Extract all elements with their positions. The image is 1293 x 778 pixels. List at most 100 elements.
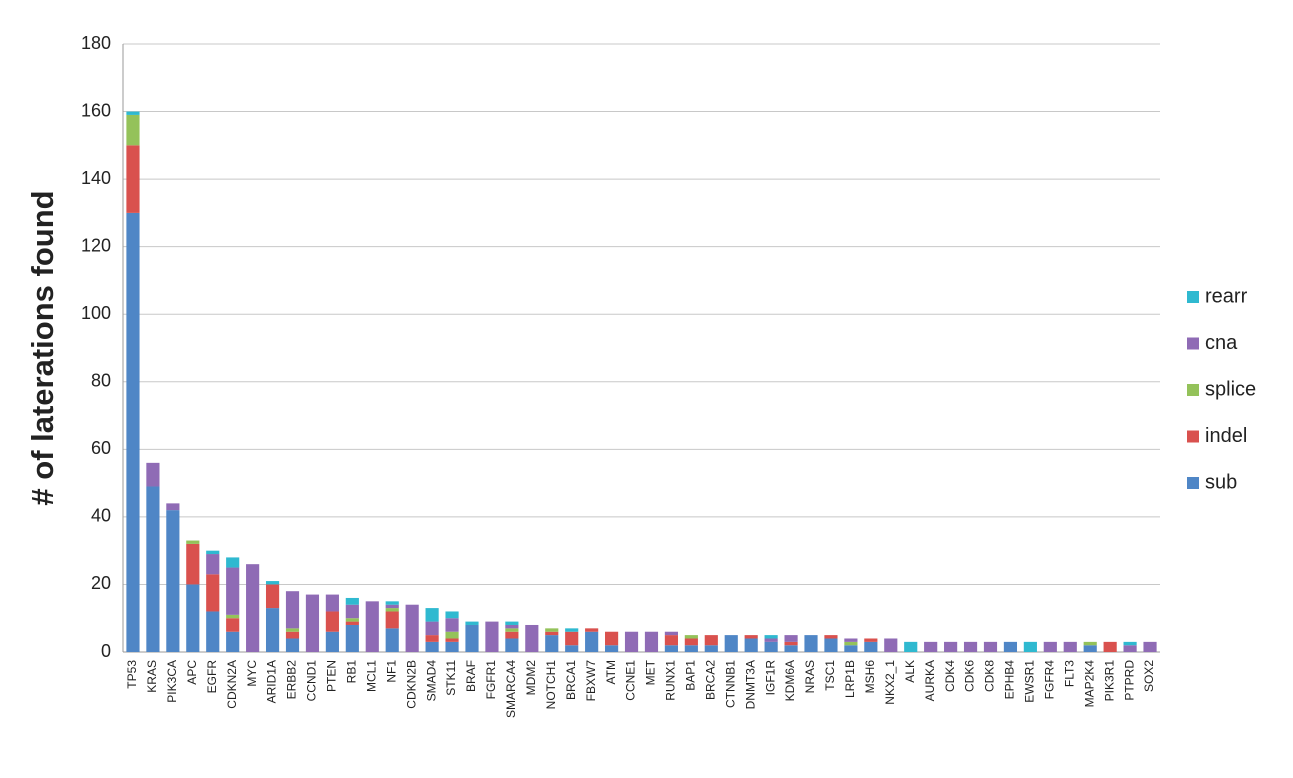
bar-segment [166, 503, 180, 511]
bar-segment [206, 554, 220, 575]
bar-segment [126, 145, 140, 213]
bar-segment [704, 645, 718, 652]
y-tick-label: 120 [81, 235, 111, 255]
x-tick-label: MYC [245, 660, 259, 687]
bar-segment [525, 624, 539, 652]
bar-segment [784, 645, 798, 652]
x-tick-label: NRAS [803, 660, 817, 693]
legend-swatch [1187, 337, 1199, 350]
bar-segment [963, 641, 978, 652]
y-axis-label: # of laterations found [25, 190, 60, 505]
bar-segment [345, 597, 359, 605]
bar-segment [385, 608, 399, 612]
x-tick-label: RB1 [345, 660, 359, 684]
bar-segment [365, 601, 379, 652]
x-tick-label: APC [185, 660, 199, 685]
bar-segment [285, 591, 300, 629]
bar-segment [585, 628, 599, 632]
bar-segment [265, 584, 280, 609]
bar-segment [126, 212, 140, 652]
y-tick-label: 40 [91, 506, 111, 526]
x-tick-label: PIK3R1 [1102, 660, 1116, 702]
bar-segment [664, 631, 678, 636]
bar-segment [285, 638, 300, 652]
legend-swatch [1187, 291, 1199, 303]
bar-segment [784, 635, 798, 642]
bar-segment [684, 635, 698, 639]
x-tick-label: BRAF [464, 660, 478, 692]
bar-segment [425, 635, 439, 642]
x-tick-label: MCL1 [364, 660, 378, 692]
x-tick-label: PTEN [325, 660, 339, 692]
bar-segment [186, 584, 200, 652]
bar-segment [565, 645, 579, 652]
x-tick-label: NOTCH1 [544, 660, 558, 710]
legend-label: sub [1205, 471, 1237, 493]
bar-segment [565, 631, 579, 646]
legend-swatch [1187, 477, 1199, 489]
legend-label: splice [1205, 378, 1256, 400]
x-tick-label: FGFR4 [1042, 660, 1056, 700]
x-tick-label: MSH6 [863, 660, 877, 694]
x-tick-label: FLT3 [1062, 660, 1076, 687]
bar-segment [345, 618, 359, 622]
bar-segment [186, 540, 200, 544]
y-tick-label: 60 [91, 438, 111, 458]
legend-swatch [1187, 384, 1199, 396]
bar-segment [624, 631, 639, 652]
y-tick-label: 160 [81, 100, 111, 120]
x-tick-label: NKX2_1 [883, 660, 897, 705]
y-tick-label: 140 [81, 168, 111, 188]
x-tick-label: KDM6A [783, 660, 797, 701]
bar-segment [166, 510, 180, 652]
bar-segment [1143, 641, 1157, 652]
bar-segment [764, 638, 778, 642]
bar-segment [226, 557, 240, 568]
bar-segment [545, 628, 559, 632]
bar-segment [505, 621, 519, 625]
x-tick-label: BAP1 [684, 660, 698, 691]
bar-segment [445, 618, 459, 632]
bar-segment [764, 635, 778, 639]
bar-segment [1103, 641, 1117, 652]
x-tick-label: SMARCA4 [504, 660, 518, 718]
bar-segment [325, 631, 339, 652]
bar-segment [445, 638, 459, 642]
bar-segment [425, 608, 439, 622]
bar-segment [1083, 645, 1097, 652]
bar-segment [345, 604, 359, 619]
x-tick-label: ARID1A [265, 660, 279, 703]
x-tick-label: CDK6 [963, 660, 977, 692]
bar-segment [724, 635, 738, 652]
x-tick-label: ATM [604, 660, 618, 684]
bar-segment [126, 111, 140, 115]
x-tick-label: LRP1B [843, 660, 857, 698]
x-tick-label: BRCA2 [703, 660, 717, 700]
bar-segment [684, 638, 698, 646]
bar-segment [206, 550, 220, 555]
x-tick-label: SMAD4 [424, 660, 438, 702]
bar-segment [226, 618, 240, 632]
x-tick-label: CDK4 [943, 660, 957, 692]
x-tick-label: TSC1 [823, 660, 837, 691]
bar-segment [206, 574, 220, 612]
bar-segment [944, 641, 958, 652]
bar-segment [1003, 641, 1018, 652]
bar-segment [146, 486, 160, 652]
bar-segment [844, 638, 858, 642]
x-tick-label: CTNNB1 [723, 660, 737, 708]
bar-segment [385, 628, 399, 652]
bar-segment [824, 638, 838, 652]
bar-segment [505, 638, 519, 652]
x-tick-label: CDKN2B [404, 660, 418, 709]
bar-segment [126, 114, 140, 146]
bar-segment [1083, 641, 1097, 646]
bar-segment [565, 628, 579, 632]
bar-segment [445, 631, 459, 639]
bar-segment [385, 601, 399, 605]
x-tick-label: BRCA1 [564, 660, 578, 700]
bar-segment [784, 641, 798, 646]
bar-segment [904, 641, 918, 652]
bar-segment [864, 641, 878, 652]
